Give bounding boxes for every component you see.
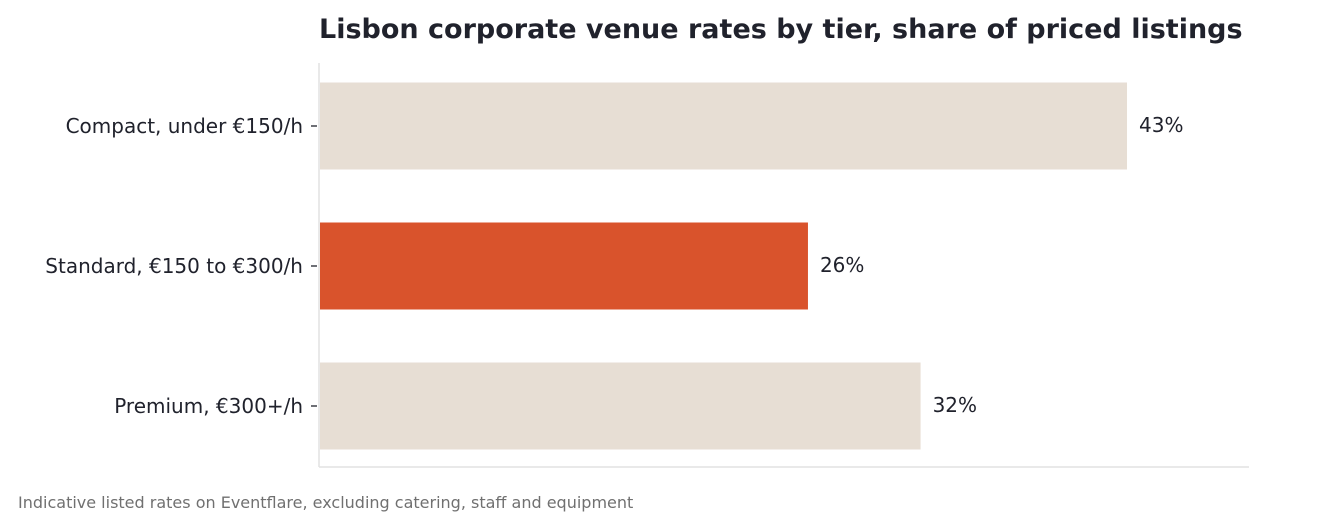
bar-compact-under-150-h (320, 82, 1128, 170)
value-label-standard-150-to-300-h: 26% (820, 253, 864, 277)
category-label-standard-150-to-300-h: Standard, €150 to €300/h (45, 254, 303, 278)
chart-title: Lisbon corporate venue rates by tier, sh… (319, 14, 1243, 45)
bar-standard-150-to-300-h (320, 222, 808, 310)
bar-premium-300-h (320, 362, 921, 450)
chart-caption: Indicative listed rates on Eventflare, e… (18, 493, 634, 512)
value-label-compact-under-150-h: 43% (1139, 113, 1183, 137)
category-label-premium-300-h: Premium, €300+/h (114, 394, 303, 418)
value-label-premium-300-h: 32% (933, 393, 977, 417)
category-label-compact-under-150-h: Compact, under €150/h (66, 114, 303, 138)
bars-group: Compact, under €150/h 43% Standard, €150 t… (45, 82, 1183, 450)
